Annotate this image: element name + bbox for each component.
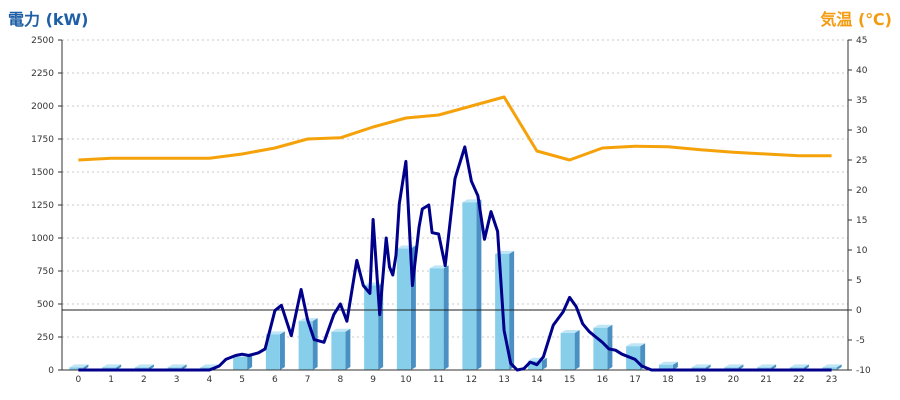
bar-side	[345, 328, 351, 370]
bar-top	[560, 330, 580, 334]
bar	[396, 248, 411, 370]
y-right-tick-label: 0	[856, 306, 862, 316]
bar-side	[836, 364, 842, 370]
x-tick-label: 10	[400, 375, 412, 385]
y-left-tick-label: 750	[37, 267, 54, 277]
x-tick-label: 9	[370, 375, 376, 385]
bar-side	[574, 330, 580, 370]
bar	[69, 367, 84, 370]
y-right-tick-label: 45	[856, 36, 867, 46]
y-left-tick-label: 1750	[31, 135, 54, 145]
y-left-tick-label: 2000	[31, 102, 54, 112]
bar-side	[672, 361, 678, 370]
bar-side	[476, 199, 482, 370]
bar-side	[312, 318, 318, 370]
bar-top	[593, 324, 613, 328]
bar-top	[462, 199, 482, 203]
y-right-tick-label: -5	[856, 336, 865, 346]
bar-side	[443, 265, 449, 370]
bar-top	[691, 364, 711, 368]
y-right-tick-label: 35	[856, 96, 867, 106]
y-right-tick-label: 30	[856, 126, 868, 136]
bar-top	[658, 361, 678, 365]
bar	[233, 356, 248, 370]
y-left-tick-label: 2250	[31, 69, 54, 79]
y-right-tick-label: 25	[856, 156, 867, 166]
y-left-tick-label: 0	[48, 366, 54, 376]
bar-top	[167, 364, 187, 368]
bar-top	[331, 328, 351, 332]
bar	[462, 202, 477, 370]
y-left-tick-label: 1250	[31, 201, 54, 211]
bar-top	[69, 364, 89, 368]
x-tick-label: 18	[662, 375, 674, 385]
bar-side	[247, 353, 253, 370]
x-tick-label: 2	[141, 375, 147, 385]
x-tick-label: 14	[531, 375, 543, 385]
bar-top	[724, 364, 744, 368]
bar-side	[640, 343, 646, 370]
power-series-line	[78, 145, 832, 372]
bar	[298, 321, 313, 370]
bar-top	[822, 364, 842, 368]
bar-top	[789, 364, 809, 368]
y-right-tick-label: 5	[856, 276, 862, 286]
x-tick-label: 5	[239, 375, 245, 385]
y-left-tick-label: 1500	[31, 168, 54, 178]
bar	[560, 333, 575, 370]
x-tick-label: 22	[793, 375, 804, 385]
x-tick-label: 16	[597, 375, 609, 385]
x-tick-label: 15	[564, 375, 575, 385]
y-left-tick-label: 500	[37, 300, 54, 310]
y-right-tick-label: 10	[856, 246, 868, 256]
bar	[331, 331, 346, 370]
bar-top	[626, 343, 646, 347]
bar	[265, 334, 280, 370]
x-tick-label: 7	[305, 375, 311, 385]
x-tick-label: 1	[108, 375, 114, 385]
bar-top	[134, 364, 154, 368]
bar	[429, 268, 444, 370]
x-tick-label: 8	[338, 375, 344, 385]
temperature-series-line	[78, 95, 832, 162]
x-tick-label: 6	[272, 375, 278, 385]
x-tick-label: 12	[466, 375, 477, 385]
x-tick-label: 21	[760, 375, 771, 385]
bar-side	[279, 331, 285, 370]
x-tick-label: 20	[728, 375, 740, 385]
bar-side	[541, 357, 547, 370]
y-left-tick-label: 250	[37, 333, 54, 343]
bar	[593, 327, 608, 370]
bar-side	[607, 324, 613, 370]
x-tick-label: 0	[76, 375, 82, 385]
x-tick-label: 23	[826, 375, 837, 385]
x-tick-label: 3	[174, 375, 180, 385]
x-tick-label: 13	[498, 375, 509, 385]
y-axis-left-label: 電力 (kW)	[8, 10, 89, 29]
bar	[658, 364, 673, 370]
bar	[364, 285, 379, 370]
y-left-tick-label: 2500	[31, 36, 54, 46]
x-tick-label: 19	[695, 375, 707, 385]
x-tick-label: 11	[433, 375, 444, 385]
y-right-tick-label: 40	[856, 66, 868, 76]
x-tick-label: 4	[207, 375, 213, 385]
y-right-tick-label: -10	[856, 366, 871, 376]
x-tick-label: 17	[629, 375, 640, 385]
y-right-tick-label: 15	[856, 216, 867, 226]
bar-top	[102, 364, 122, 368]
y-axis-right-label: 気温 (℃)	[820, 10, 892, 29]
bar-top	[757, 364, 777, 368]
y-right-tick-label: 20	[856, 186, 868, 196]
y-left-tick-label: 1000	[31, 234, 54, 244]
